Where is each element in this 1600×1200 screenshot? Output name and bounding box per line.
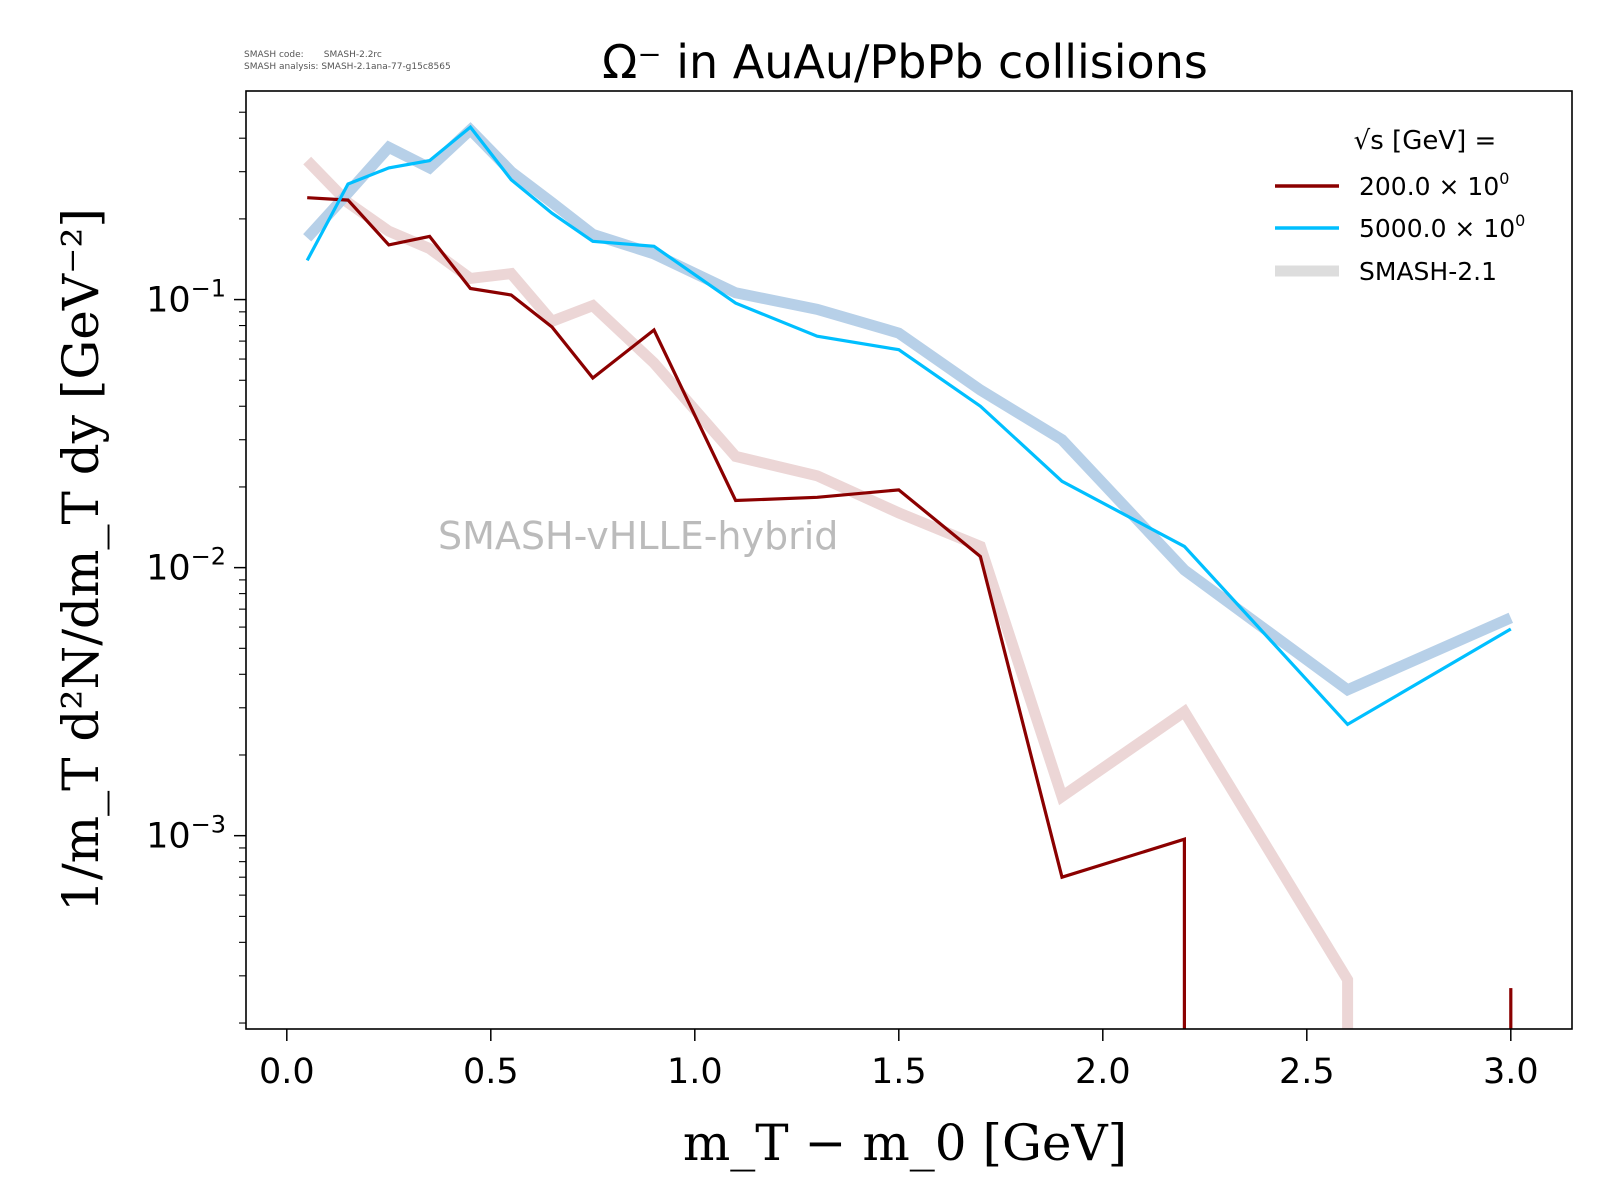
x-tick-label: 2.5 [1279,1052,1335,1092]
y-axis-label: 1/m_T d²N/dm_T dy [GeV⁻²] [52,208,110,912]
series-200-line [307,196,1187,1029]
smash-code-value: SMASH-2.2rc [323,50,382,60]
y-tick-exp: −1 [191,275,226,303]
smash-2-1-5000-line [303,122,1514,697]
chart-title: Ω⁻ in AuAu/PbPb collisions [602,35,1208,89]
y-tick-label: 10−2 [146,543,226,589]
legend-label-5000: 5000.0 × 100 [1359,211,1525,243]
smash-analysis-value: SMASH-2.1ana-77-g15c8565 [321,62,451,72]
y-tick-base: 10 [146,549,191,589]
y-tick-base: 10 [146,817,191,857]
legend-title: √s [GeV] = [1354,126,1497,156]
smash-2-1-200-line [303,156,1354,1029]
y-tick-exp: −3 [191,811,226,839]
legend-label-200: 200.0 × 100 [1359,169,1509,201]
x-tick-label: 0.0 [259,1052,315,1092]
watermark: SMASH-vHLLE-hybrid [438,514,838,558]
legend: √s [GeV] = 200.0 × 100 5000.0 × 100 SMAS… [1275,126,1525,286]
y-axis-ticks: 10−110−210−3 [146,111,246,1024]
smash-code-meta: SMASH code: SMASH-2.2rc [244,50,382,60]
x-tick-label: 2.0 [1075,1052,1131,1092]
smash-analysis-label: SMASH analysis: [244,62,319,72]
y-tick-exp: −2 [191,543,226,571]
series-5000-line [305,124,1512,727]
x-tick-label: 1.5 [871,1052,927,1092]
y-tick-label: 10−3 [146,811,226,857]
x-tick-label: 0.5 [463,1052,519,1092]
smash-analysis-meta: SMASH analysis: SMASH-2.1ana-77-g15c8565 [244,62,451,72]
y-tick-label: 10−1 [146,275,226,321]
legend-label-smash: SMASH-2.1 [1359,257,1497,286]
smash-code-label: SMASH code: [244,50,304,60]
y-tick-base: 10 [146,281,191,321]
x-axis-label: m_T − m_0 [GeV] [683,1114,1127,1172]
x-tick-label: 3.0 [1483,1052,1539,1092]
x-axis-ticks: 0.0 0.5 1.0 1.5 2.0 2.5 3.0 [259,1029,1539,1092]
plot-frame [245,90,1573,1030]
plot-lines [303,122,1514,1029]
x-tick-label: 1.0 [667,1052,723,1092]
